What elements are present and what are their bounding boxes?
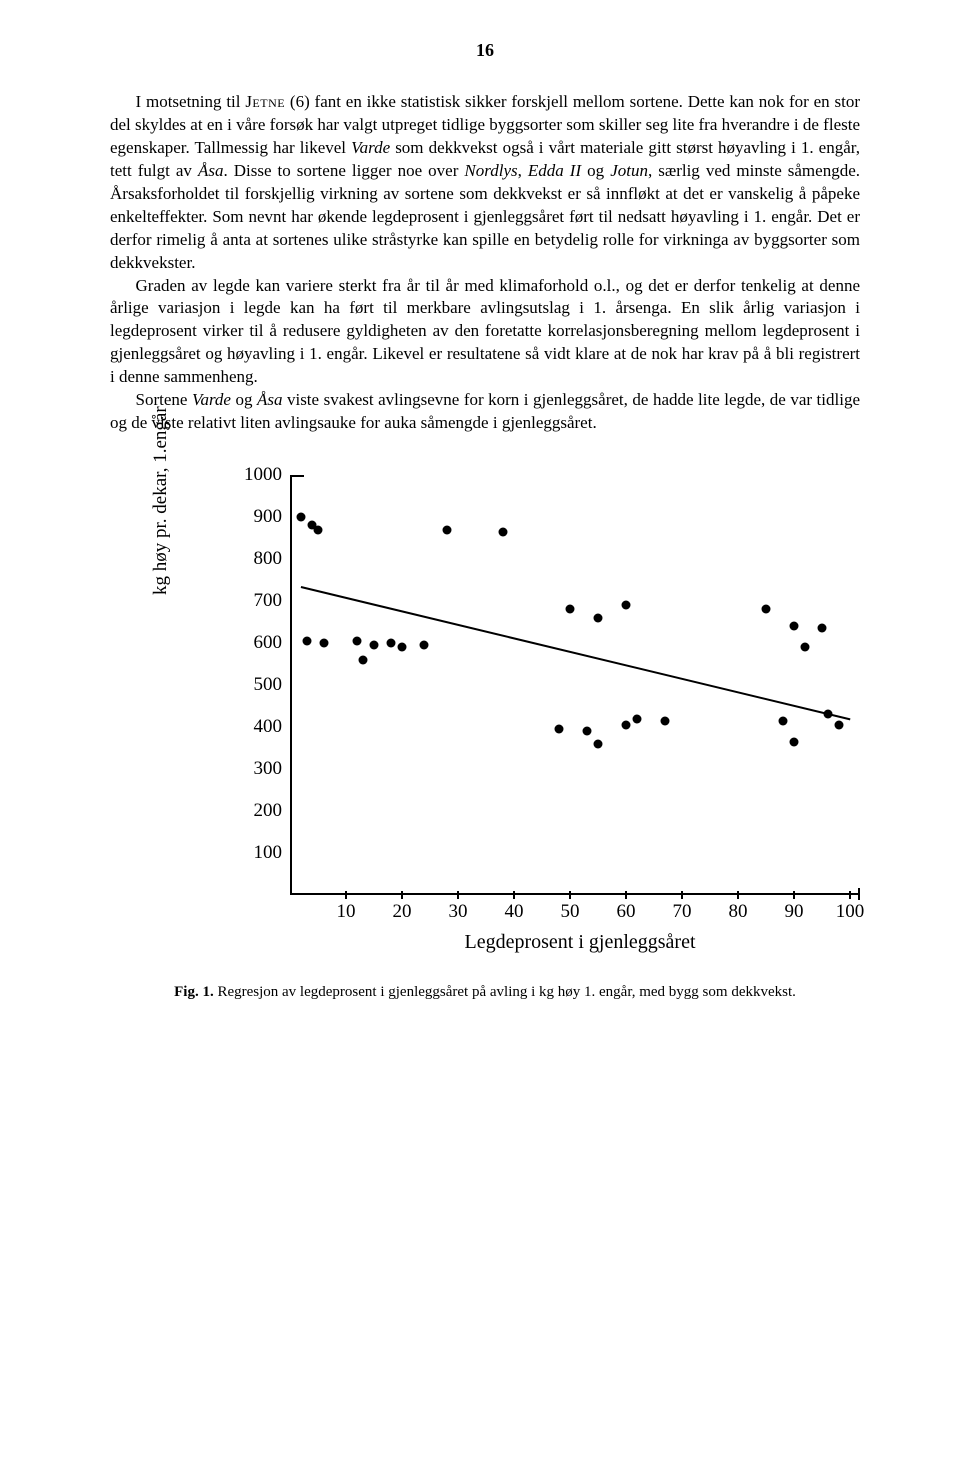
data-point	[633, 714, 642, 723]
data-point	[823, 710, 832, 719]
x-tick-label: 30	[449, 901, 468, 923]
page-number: 16	[110, 40, 860, 61]
data-point	[834, 720, 843, 729]
x-tick-mark	[569, 891, 571, 899]
data-point	[801, 643, 810, 652]
y-tick-label: 500	[254, 674, 283, 696]
chart-plot-area: 1002003004005006007008009001000102030405…	[290, 475, 850, 895]
x-tick-label: 10	[337, 901, 356, 923]
paragraph-2: Graden av legde kan variere sterkt fra å…	[110, 275, 860, 390]
figure-caption-text: Regresjon av legdeprosent i gjenleggsåre…	[214, 984, 796, 1000]
x-axis-end-tick	[858, 888, 860, 900]
y-axis-top-cap	[290, 475, 304, 477]
data-point	[442, 525, 451, 534]
data-point	[386, 639, 395, 648]
data-point	[762, 605, 771, 614]
chart-xlabel: Legdeprosent i gjenleggsåret	[270, 931, 890, 954]
data-point	[314, 525, 323, 534]
data-point	[353, 636, 362, 645]
x-tick-label: 20	[393, 901, 412, 923]
y-tick-label: 1000	[244, 464, 282, 486]
data-point	[554, 725, 563, 734]
paragraph-3: Sortene Varde og Åsa viste svakest avlin…	[110, 389, 860, 435]
y-tick-label: 200	[254, 800, 283, 822]
chart-ylabel: kg høy pr. dekar, 1.engår	[150, 406, 172, 595]
data-point	[370, 641, 379, 650]
data-point	[358, 655, 367, 664]
variety-jotun: Jotun	[610, 161, 648, 180]
y-tick-label: 400	[254, 716, 283, 738]
x-axis-line	[290, 893, 860, 895]
data-point	[594, 613, 603, 622]
data-point	[778, 716, 787, 725]
x-tick-label: 90	[785, 901, 804, 923]
x-tick-mark	[681, 891, 683, 899]
x-tick-mark	[345, 891, 347, 899]
x-tick-mark	[849, 891, 851, 899]
data-point	[818, 624, 827, 633]
data-point	[319, 639, 328, 648]
x-tick-mark	[401, 891, 403, 899]
data-point	[661, 716, 670, 725]
data-point	[790, 737, 799, 746]
x-tick-mark	[513, 891, 515, 899]
variety-edda: Edda II	[528, 161, 581, 180]
variety-asa: Åsa	[198, 161, 224, 180]
chart: kg høy pr. dekar, 1.engår 10020030040050…	[210, 475, 890, 954]
data-point	[420, 641, 429, 650]
y-tick-label: 300	[254, 758, 283, 780]
data-point	[622, 720, 631, 729]
x-tick-label: 80	[729, 901, 748, 923]
variety-asa-2: Åsa	[257, 390, 283, 409]
x-tick-mark	[737, 891, 739, 899]
x-tick-label: 60	[617, 901, 636, 923]
body-text: I motsetning til Jetne (6) fant en ikke …	[110, 91, 860, 435]
x-tick-label: 70	[673, 901, 692, 923]
x-tick-mark	[457, 891, 459, 899]
variety-nordlys: Nordlys	[464, 161, 517, 180]
y-tick-label: 800	[254, 548, 283, 570]
figure-caption-label: Fig. 1.	[174, 984, 214, 1000]
data-point	[582, 727, 591, 736]
author-name: Jetne	[245, 92, 285, 111]
paragraph-1: I motsetning til Jetne (6) fant en ikke …	[110, 91, 860, 275]
variety-varde: Varde	[351, 138, 390, 157]
x-tick-label: 50	[561, 901, 580, 923]
x-tick-mark	[793, 891, 795, 899]
data-point	[622, 601, 631, 610]
x-tick-label: 100	[836, 901, 865, 923]
figure-caption: Fig. 1. Regresjon av legdeprosent i gjen…	[110, 984, 860, 1001]
data-point	[790, 622, 799, 631]
data-point	[302, 636, 311, 645]
data-point	[297, 513, 306, 522]
data-point	[398, 643, 407, 652]
x-tick-mark	[625, 891, 627, 899]
y-tick-label: 100	[254, 842, 283, 864]
y-axis-line	[290, 475, 292, 895]
data-point	[566, 605, 575, 614]
data-point	[594, 739, 603, 748]
page: 16 I motsetning til Jetne (6) fant en ik…	[0, 0, 960, 1463]
y-tick-label: 700	[254, 590, 283, 612]
x-tick-label: 40	[505, 901, 524, 923]
variety-varde-2: Varde	[192, 390, 231, 409]
data-point	[498, 527, 507, 536]
y-tick-label: 600	[254, 632, 283, 654]
y-tick-label: 900	[254, 506, 283, 528]
